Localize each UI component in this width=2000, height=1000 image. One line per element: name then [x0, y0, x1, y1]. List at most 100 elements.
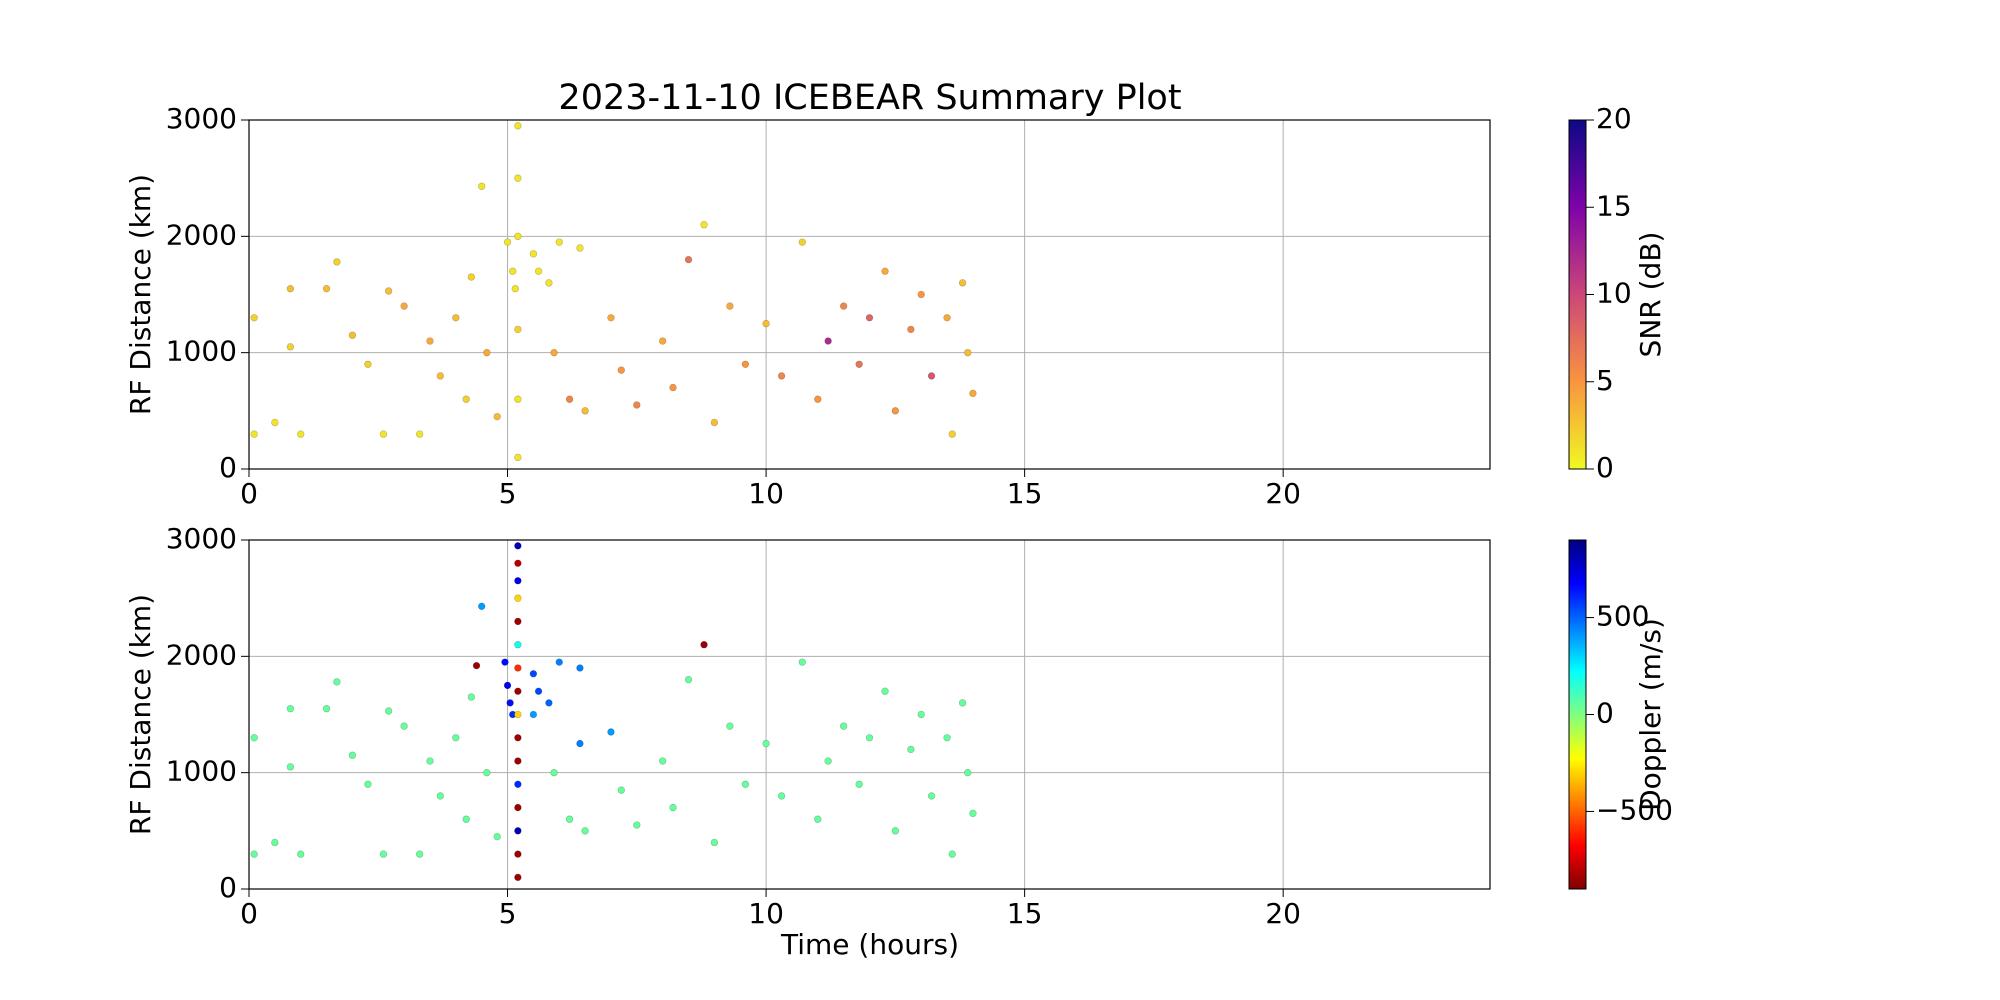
- scatter-point: [824, 757, 832, 765]
- colorbar-tick-label: 10: [1596, 277, 1632, 310]
- colorbar: [1568, 119, 1587, 470]
- scatter-point: [669, 383, 677, 392]
- scatter-point: [400, 722, 408, 730]
- x-tick-label: 10: [748, 477, 784, 510]
- scatter-point: [855, 360, 863, 368]
- scatter-point: [881, 267, 889, 275]
- scatter-point: [271, 418, 279, 427]
- scatter-point: [250, 734, 258, 742]
- scatter-point: [534, 267, 543, 275]
- scatter-point: [379, 430, 388, 438]
- scatter-point: [483, 348, 491, 357]
- scatter-point: [617, 786, 625, 794]
- scatter-point: [798, 238, 806, 246]
- scatter-point: [514, 577, 522, 585]
- scatter-point: [364, 360, 372, 368]
- scatter-point: [814, 815, 822, 823]
- scatter-point: [581, 407, 589, 415]
- scatter-point: [514, 687, 522, 695]
- scatter-point: [529, 250, 538, 258]
- scatter-point: [824, 337, 832, 345]
- scatter-point: [865, 734, 874, 742]
- scatter-point: [415, 430, 424, 438]
- scatter-point: [700, 640, 708, 649]
- scatter-point: [250, 314, 258, 322]
- x-tick-label: 5: [499, 897, 517, 930]
- scatter-point: [565, 395, 574, 403]
- scatter-point: [384, 707, 393, 715]
- scatter-point: [514, 395, 522, 403]
- scatter-point: [286, 284, 295, 293]
- y-tick-label: 3000: [166, 522, 237, 555]
- x-tick-label: 20: [1265, 897, 1301, 930]
- scatter-point: [948, 850, 956, 858]
- scatter-point: [400, 302, 408, 310]
- y-tick-label: 2000: [166, 638, 237, 671]
- scatter-point: [462, 815, 470, 823]
- scatter-point: [726, 302, 734, 310]
- axes-frame: [248, 119, 1491, 470]
- scatter-point: [881, 687, 889, 695]
- colorbar-tick-label: 500: [1596, 600, 1649, 633]
- scatter-point: [348, 331, 357, 339]
- scatter-point: [322, 284, 331, 293]
- scatter-point: [798, 658, 806, 666]
- scatter-point: [379, 850, 388, 858]
- scatter-point: [364, 780, 372, 788]
- scatter-point: [777, 792, 786, 800]
- scatter-point: [514, 122, 522, 130]
- x-tick-label: 15: [1007, 477, 1043, 510]
- scatter-point: [891, 827, 900, 835]
- scatter-point: [658, 337, 667, 345]
- x-tick-label: 5: [499, 477, 517, 510]
- scatter-point: [529, 710, 538, 719]
- scatter-point: [514, 827, 522, 835]
- scatter-point: [907, 745, 915, 754]
- scatter-point: [581, 827, 589, 835]
- scatter-point: [684, 675, 693, 684]
- scatter-point: [710, 838, 719, 847]
- scatter-point: [545, 699, 553, 707]
- colorbar-tick-label: 15: [1596, 189, 1632, 222]
- scatter-point: [741, 780, 750, 788]
- scatter-point: [855, 780, 863, 788]
- scatter-point: [555, 238, 563, 246]
- scatter-point: [514, 850, 522, 858]
- scatter-point: [633, 821, 641, 829]
- scatter-point: [514, 734, 522, 742]
- scatter-point: [814, 395, 822, 403]
- scatter-point: [286, 763, 295, 771]
- scatter-point: [514, 232, 522, 241]
- x-tick-label: 20: [1265, 477, 1301, 510]
- scatter-point: [550, 348, 558, 357]
- y-tick-label: 0: [219, 451, 237, 484]
- scatter-point: [297, 430, 305, 438]
- scatter-point: [943, 314, 951, 322]
- scatter-point: [514, 174, 522, 182]
- colorbar-label: SNR (dB): [1634, 232, 1667, 358]
- scatter-point: [969, 809, 977, 818]
- scatter-point: [514, 542, 522, 550]
- scatter-point: [514, 559, 522, 567]
- scatter-point: [865, 314, 874, 322]
- y-axis-label: RF Distance (km): [124, 174, 157, 415]
- scatter-point: [436, 792, 445, 800]
- scatter-point: [943, 734, 951, 742]
- scatter-point: [250, 850, 258, 858]
- scatter-point: [550, 768, 558, 777]
- scatter-point: [511, 284, 519, 293]
- scatter-point: [467, 273, 476, 281]
- scatter-point: [452, 314, 460, 322]
- scatter-point: [607, 728, 615, 736]
- scatter-point: [286, 704, 295, 713]
- scatter-point: [529, 670, 538, 678]
- scatter-point: [633, 401, 641, 409]
- scatter-point: [514, 325, 522, 334]
- scatter-point: [514, 453, 522, 462]
- colorbar-label: Doppler (m/s): [1634, 618, 1667, 811]
- scatter-point: [576, 664, 584, 672]
- scatter-point: [958, 699, 967, 707]
- colorbar-tick-label: 5: [1596, 364, 1614, 397]
- scatter-point: [514, 640, 522, 649]
- scatter-point: [250, 430, 258, 438]
